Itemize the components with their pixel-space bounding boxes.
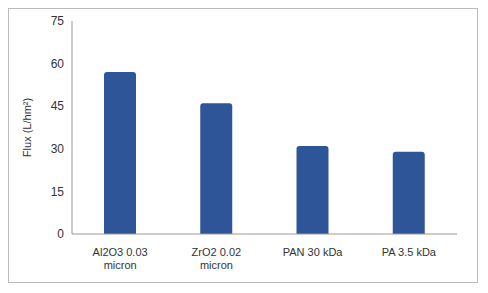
svg-text:60: 60 [51,57,65,71]
svg-text:ZrO2 0.02micron: ZrO2 0.02micron [192,246,242,271]
svg-text:15: 15 [51,185,65,199]
svg-text:30: 30 [51,142,65,156]
svg-text:Flux (L/hm²): Flux (L/hm²) [21,98,33,157]
svg-text:Al2O3 0.03micron: Al2O3 0.03micron [93,246,148,271]
svg-text:0: 0 [57,227,64,241]
svg-text:75: 75 [51,14,65,28]
svg-text:45: 45 [51,99,65,113]
svg-text:PA 3.5 kDa: PA 3.5 kDa [382,246,437,258]
svg-text:PAN 30 kDa: PAN 30 kDa [283,246,344,258]
